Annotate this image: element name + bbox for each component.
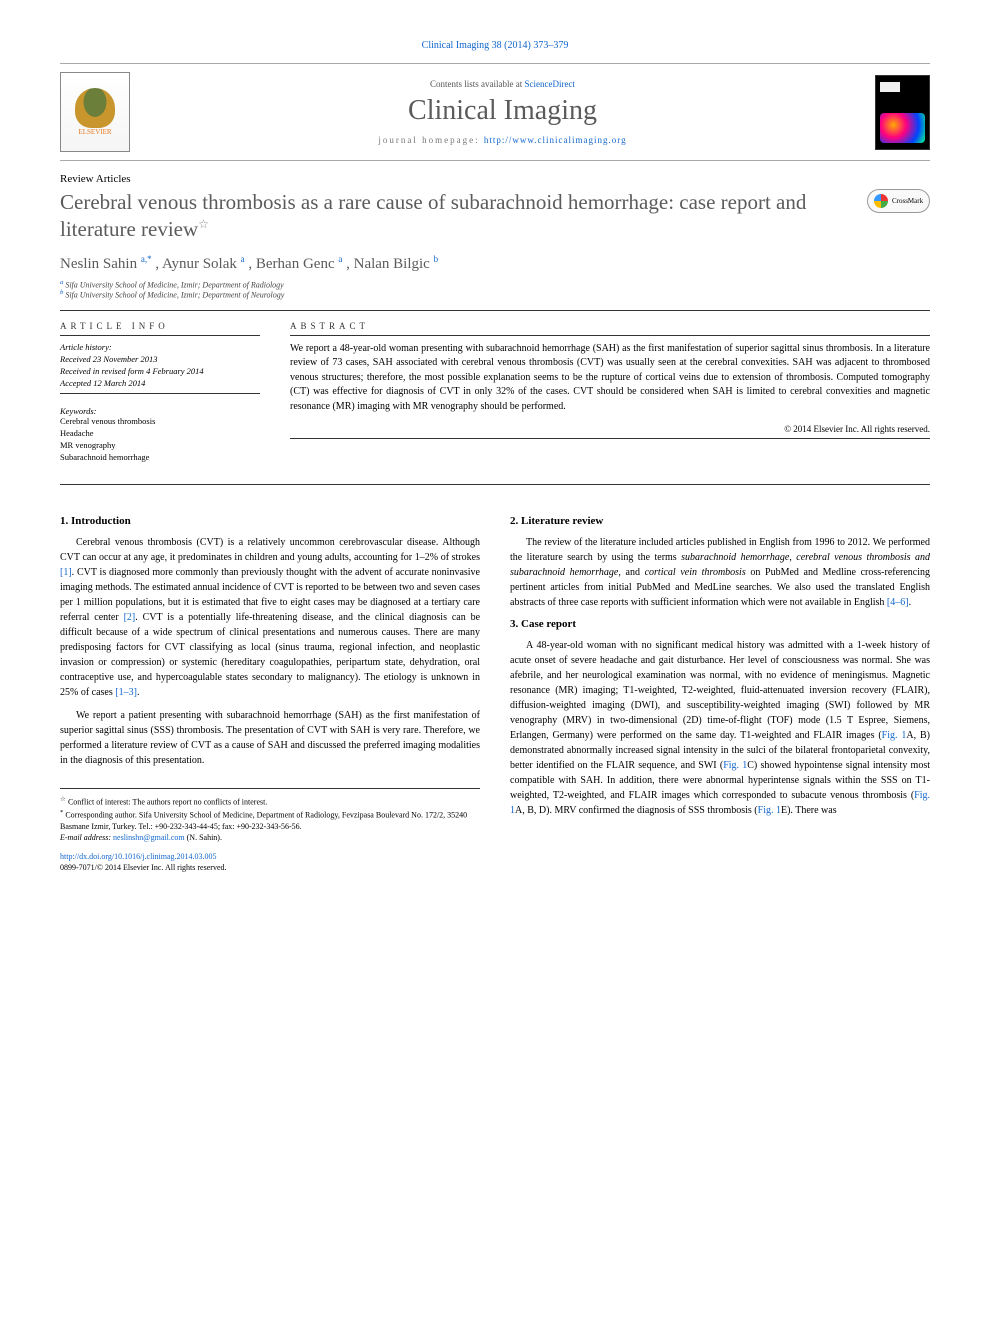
homepage-link[interactable]: http://www.clinicalimaging.org <box>484 135 627 145</box>
email-label: E-mail address: <box>60 833 113 842</box>
history-label: Article history: <box>60 342 260 354</box>
rule-top <box>60 310 930 311</box>
footnote-corresponding: * Corresponding author. Sifa University … <box>60 808 480 832</box>
crossmark-icon <box>874 194 888 208</box>
history-received: Received 23 November 2013 <box>60 354 260 366</box>
history-revised: Received in revised form 4 February 2014 <box>60 366 260 378</box>
header-journal-ref: Clinical Imaging 38 (2014) 373–379 <box>60 40 930 51</box>
intro-p1-c: . CVT is a potentially life-threatening … <box>60 612 480 698</box>
info-abstract-row: ARTICLE INFO Article history: Received 2… <box>60 321 930 464</box>
footnotes-block: ☆ Conflict of interest: The authors repo… <box>60 788 480 873</box>
journal-cover-thumbnail <box>875 75 930 150</box>
intro-paragraph-1: Cerebral venous thrombosis (CVT) is a re… <box>60 535 480 700</box>
intro-paragraph-2: We report a patient presenting with suba… <box>60 708 480 768</box>
article-info-label: ARTICLE INFO <box>60 321 260 331</box>
abstract-column: ABSTRACT We report a 48-year-old woman p… <box>290 321 930 464</box>
corr-text: Corresponding author. Sifa University Sc… <box>60 811 467 831</box>
author-2-aff: a <box>241 254 245 264</box>
ref-2[interactable]: [2] <box>124 612 136 623</box>
title-row: Cerebral venous thrombosis as a rare cau… <box>60 189 930 254</box>
contents-line: Contents lists available at ScienceDirec… <box>150 79 855 89</box>
aff-b-text: Sifa University School of Medicine, Izmi… <box>63 291 284 300</box>
author-2: , Aynur Solak <box>155 256 240 272</box>
introduction-heading: 1. Introduction <box>60 515 480 527</box>
crossmark-badge[interactable]: CrossMark <box>867 189 930 213</box>
left-column: 1. Introduction Cerebral venous thrombos… <box>60 515 480 873</box>
litrev-term-1: subarachnoid hemorrhage <box>681 552 789 563</box>
intro-p1-a: Cerebral venous thrombosis (CVT) is a re… <box>60 537 480 563</box>
fig-1-ref-2[interactable]: Fig. 1 <box>723 760 747 771</box>
author-3-aff: a <box>338 254 342 264</box>
footnote-conflict: ☆ Conflict of interest: The authors repo… <box>60 795 480 808</box>
sciencedirect-link[interactable]: ScienceDirect <box>525 79 575 89</box>
intro-p1-d: . <box>137 687 140 698</box>
literature-review-heading: 2. Literature review <box>510 515 930 527</box>
keyword-4: Subarachnoid hemorrhage <box>60 452 260 464</box>
author-3: , Berhan Genc <box>248 256 338 272</box>
article-title-text: Cerebral venous thrombosis as a rare cau… <box>60 190 806 241</box>
abstract-copyright: © 2014 Elsevier Inc. All rights reserved… <box>290 424 930 434</box>
article-history: Article history: Received 23 November 20… <box>60 342 260 390</box>
litrev-c: , and <box>618 567 644 578</box>
masthead-center: Contents lists available at ScienceDirec… <box>150 79 855 145</box>
fig-1-ref-1[interactable]: Fig. 1 <box>882 730 907 741</box>
homepage-prefix: journal homepage: <box>378 135 483 145</box>
right-column: 2. Literature review The review of the l… <box>510 515 930 873</box>
footnote-email: E-mail address: neslinshn@gmail.com (N. … <box>60 832 480 843</box>
litrev-e: . <box>909 597 912 608</box>
litrev-term-3: cortical vein thrombosis <box>645 567 746 578</box>
email-suffix: (N. Sahin). <box>187 833 222 842</box>
doi-link[interactable]: http://dx.doi.org/10.1016/j.clinimag.201… <box>60 852 217 861</box>
author-4-aff: b <box>434 254 439 264</box>
masthead: ELSEVIER Contents lists available at Sci… <box>60 63 930 161</box>
keyword-2: Headache <box>60 428 260 440</box>
history-accepted: Accepted 12 March 2014 <box>60 378 260 390</box>
case-paragraph-1: A 48-year-old woman with no significant … <box>510 638 930 818</box>
case-d: A, B, D). MRV confirmed the diagnosis of… <box>515 805 758 816</box>
contents-prefix: Contents lists available at <box>430 79 524 89</box>
article-title: Cerebral venous thrombosis as a rare cau… <box>60 189 867 244</box>
affiliation-b: b Sifa University School of Medicine, Iz… <box>60 289 930 300</box>
litrev-paragraph-1: The review of the literature included ar… <box>510 535 930 610</box>
author-1-corr: * <box>147 254 152 264</box>
title-footnote-star: ☆ <box>198 217 209 231</box>
conflict-text: Conflict of interest: The authors report… <box>68 798 267 807</box>
aff-a-text: Sifa University School of Medicine, Izmi… <box>63 280 283 289</box>
abstract-label: ABSTRACT <box>290 321 930 331</box>
elsevier-logo: ELSEVIER <box>60 72 130 152</box>
issn-copyright: 0899-7071/© 2014 Elsevier Inc. All right… <box>60 863 227 872</box>
keywords-label: Keywords: <box>60 406 260 416</box>
authors-list: Neslin Sahin a,* , Aynur Solak a , Berha… <box>60 254 930 273</box>
keyword-1: Cerebral venous thrombosis <box>60 416 260 428</box>
abstract-text: We report a 48-year-old woman presenting… <box>290 342 930 415</box>
elsevier-tree-icon <box>75 88 115 128</box>
keyword-3: MR venography <box>60 440 260 452</box>
case-a: A 48-year-old woman with no significant … <box>510 640 930 741</box>
journal-title: Clinical Imaging <box>150 95 855 127</box>
case-report-heading: 3. Case report <box>510 618 930 630</box>
case-e: E). There was <box>781 805 837 816</box>
rule-below-abstract <box>60 484 930 485</box>
ref-1[interactable]: [1] <box>60 567 72 578</box>
journal-ref-link[interactable]: Clinical Imaging 38 (2014) 373–379 <box>422 40 569 51</box>
corr-star: * <box>60 809 63 816</box>
author-1: Neslin Sahin <box>60 256 141 272</box>
keywords-list: Cerebral venous thrombosis Headache MR v… <box>60 416 260 464</box>
crossmark-label: CrossMark <box>892 197 923 205</box>
fig-1-ref-4[interactable]: Fig. 1 <box>758 805 781 816</box>
author-4: , Nalan Bilgic <box>346 256 433 272</box>
body-columns: 1. Introduction Cerebral venous thrombos… <box>60 515 930 873</box>
email-link[interactable]: neslinshn@gmail.com <box>113 833 185 842</box>
article-type: Review Articles <box>60 173 930 185</box>
journal-homepage: journal homepage: http://www.clinicalima… <box>150 135 855 145</box>
ref-1-3[interactable]: [1–3] <box>115 687 137 698</box>
doi-block: http://dx.doi.org/10.1016/j.clinimag.201… <box>60 851 480 873</box>
elsevier-label: ELSEVIER <box>78 128 111 136</box>
ref-4-6[interactable]: [4–6] <box>887 597 909 608</box>
conflict-star: ☆ <box>60 796 66 803</box>
affiliation-a: a Sifa University School of Medicine, Iz… <box>60 279 930 290</box>
affiliations: a Sifa University School of Medicine, Iz… <box>60 279 930 300</box>
article-info-column: ARTICLE INFO Article history: Received 2… <box>60 321 260 464</box>
